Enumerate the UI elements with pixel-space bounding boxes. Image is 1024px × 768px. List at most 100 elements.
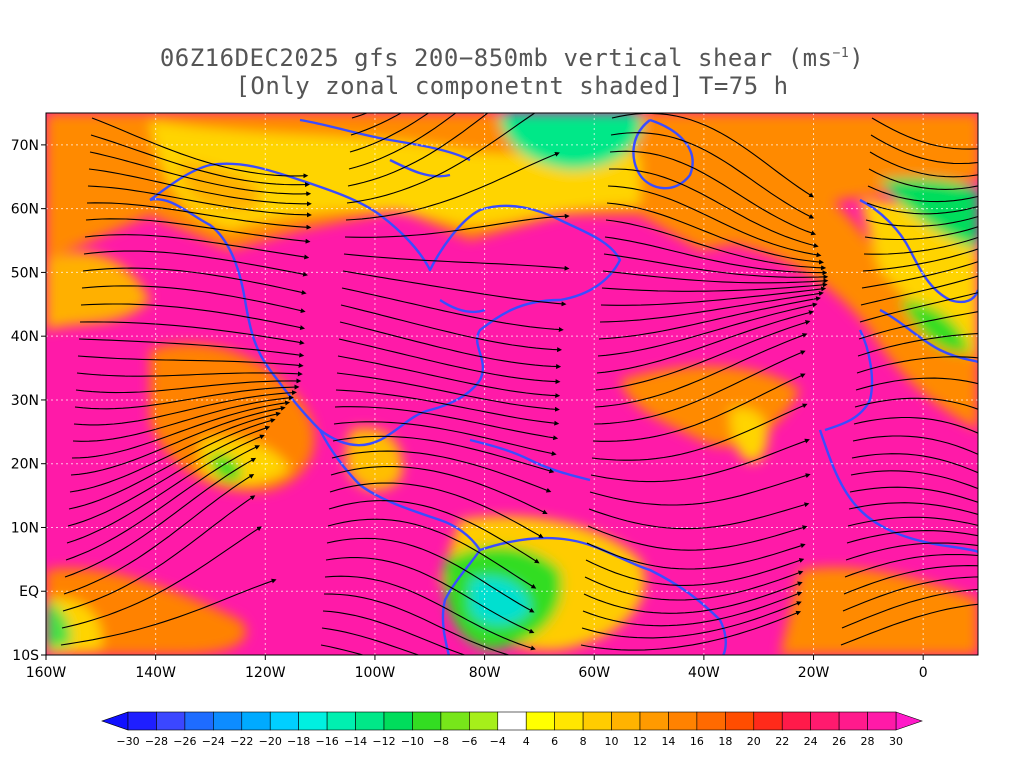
streamline xyxy=(841,588,978,629)
colorbar-swatch xyxy=(696,711,726,731)
colorbar-swatch xyxy=(383,711,413,731)
lon-tick-label: 80W xyxy=(469,665,501,681)
lon-tick-label: 120W xyxy=(245,665,286,681)
streamline xyxy=(594,333,808,408)
streamline xyxy=(609,150,817,236)
streamline xyxy=(863,236,978,255)
streamline xyxy=(321,627,421,655)
colorbar-label: −6 xyxy=(461,735,477,748)
streamline xyxy=(859,292,978,323)
colorbar-label: 30 xyxy=(889,735,903,748)
streamline xyxy=(852,435,978,455)
colorbar-swatch xyxy=(497,711,527,731)
colorbar-swatch xyxy=(213,711,243,731)
streamline xyxy=(87,185,312,218)
streamline xyxy=(853,416,978,434)
colorbar-label: 4 xyxy=(523,735,530,748)
streamline xyxy=(847,516,978,527)
streamline xyxy=(610,132,815,219)
colorbar-lower-arrow xyxy=(101,711,129,731)
colorbar-swatch xyxy=(639,711,669,731)
streamline xyxy=(341,287,564,332)
lat-tick-label: 50N xyxy=(11,265,39,281)
streamline xyxy=(331,450,552,493)
lon-tick-label: 60W xyxy=(578,665,610,681)
streamline xyxy=(78,338,305,358)
colorbar-label: 6 xyxy=(551,735,558,748)
streamline xyxy=(86,202,312,230)
streamline xyxy=(330,465,548,515)
colorbar-label: −24 xyxy=(202,735,225,748)
streamline xyxy=(323,593,511,655)
streamline xyxy=(857,333,978,357)
streamline xyxy=(591,403,808,461)
streamline xyxy=(335,389,560,426)
streamline xyxy=(345,152,560,221)
title-line-2: [Only zonal componetnt shaded] T=75 h xyxy=(235,72,789,100)
colorbar-label: −4 xyxy=(490,735,506,748)
streamline xyxy=(845,542,978,561)
colorbar-swatch xyxy=(412,711,442,731)
colorbar-swatch xyxy=(525,711,555,731)
colorbar-swatch xyxy=(184,711,214,731)
streamline xyxy=(88,168,312,207)
colorbar-label: 20 xyxy=(747,735,761,748)
streamline xyxy=(333,421,557,456)
streamline xyxy=(89,151,312,197)
lon-tick-label: 40W xyxy=(688,665,720,681)
lon-tick-label: 160W xyxy=(26,665,67,681)
streamline xyxy=(60,578,277,646)
streamline xyxy=(607,185,822,258)
streamline xyxy=(322,610,467,655)
streamline xyxy=(73,390,297,426)
streamline xyxy=(587,525,808,551)
streamline xyxy=(866,202,978,215)
streamline xyxy=(71,400,291,459)
streamline xyxy=(604,236,828,276)
streamline xyxy=(344,213,570,238)
streamline xyxy=(583,581,803,614)
streamline xyxy=(72,395,294,442)
streamline xyxy=(63,473,255,595)
streamlines xyxy=(60,113,978,655)
streamline xyxy=(842,576,978,612)
streamline xyxy=(585,558,805,586)
colorbar-label: −30 xyxy=(116,735,139,748)
streamline xyxy=(62,495,256,612)
streamline xyxy=(599,291,824,323)
streamline xyxy=(80,303,306,330)
streamline xyxy=(592,373,806,442)
title-line-1: 06Z16DEC2025 gfs 200−850mb vertical shea… xyxy=(159,44,865,72)
streamline xyxy=(602,270,829,284)
streamline xyxy=(325,557,535,634)
colorbar-swatch xyxy=(469,711,499,731)
colorbar-label: 24 xyxy=(804,735,818,748)
streamline xyxy=(598,296,821,340)
colorbar-label: 26 xyxy=(832,735,846,748)
streamline xyxy=(64,457,257,578)
colorbar-label: −16 xyxy=(316,735,339,748)
streamline xyxy=(595,320,811,391)
streamline xyxy=(850,470,978,490)
colorbar-label: −20 xyxy=(259,735,282,748)
streamline xyxy=(320,644,365,655)
streamline xyxy=(349,113,430,153)
latitude-axis: 70N 60N 50N 40N 30N 20N 10N EQ 10S xyxy=(11,138,46,664)
colorbar-label: 28 xyxy=(861,735,875,748)
colorbar-swatch xyxy=(127,711,157,731)
streamline xyxy=(597,302,818,357)
streamline xyxy=(862,248,978,272)
colorbar-swatch xyxy=(269,711,299,731)
streamline xyxy=(83,250,308,277)
colorbar-swatch xyxy=(355,711,385,731)
colorbar-label: −22 xyxy=(230,735,253,748)
streamline xyxy=(90,134,310,188)
lat-tick-label: 20N xyxy=(11,457,39,473)
colorbar-label: −12 xyxy=(372,735,395,748)
streamline xyxy=(603,253,829,280)
streamline xyxy=(593,350,806,425)
lat-tick-label: 40N xyxy=(11,329,39,345)
streamline xyxy=(342,270,567,307)
